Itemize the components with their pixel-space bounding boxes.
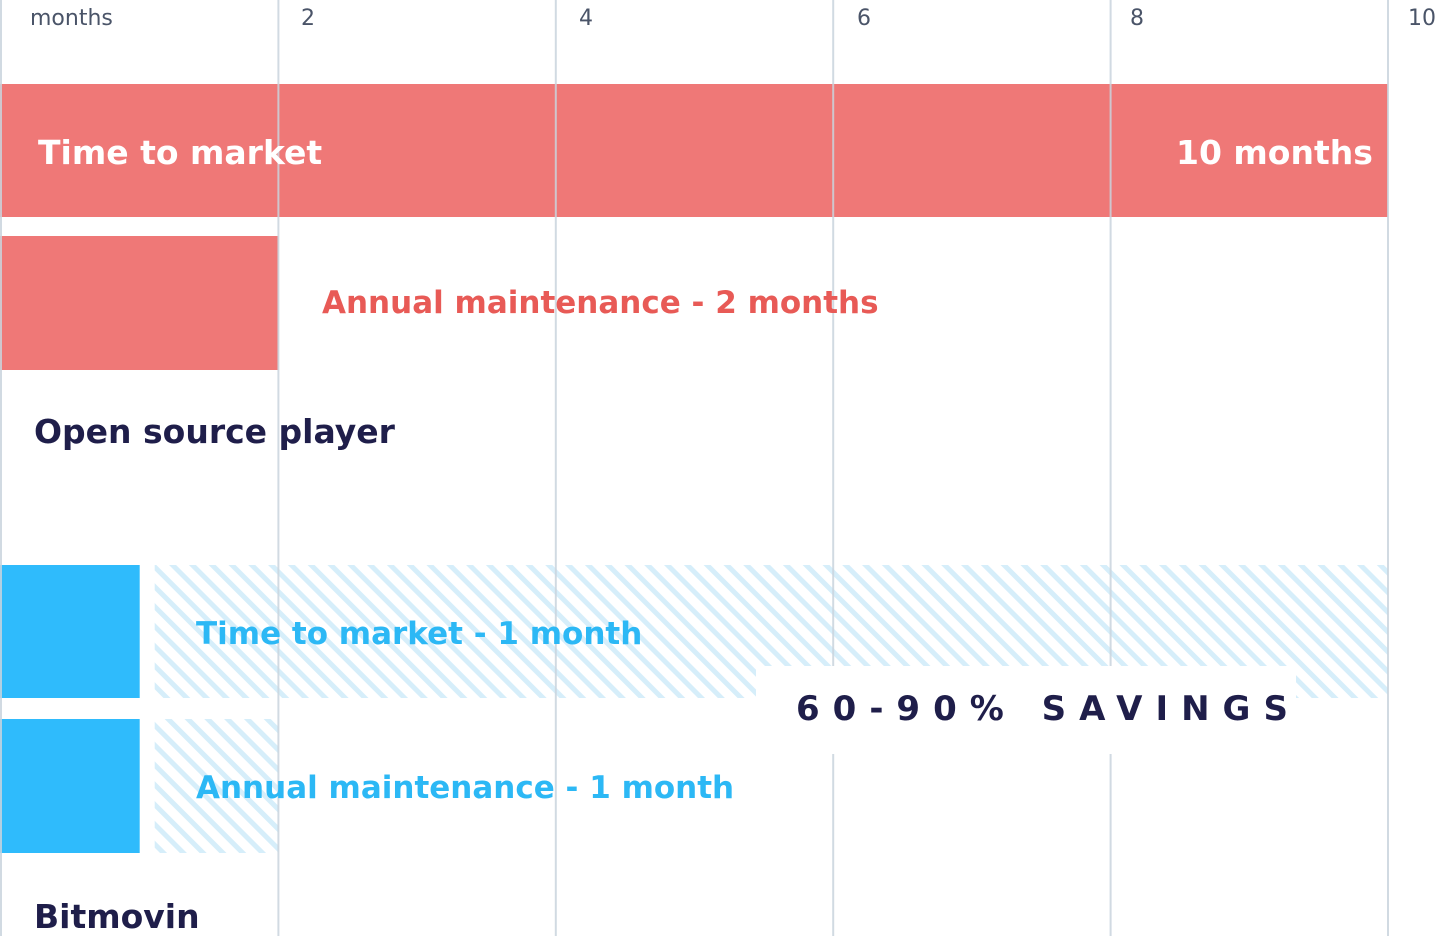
savings-hatch-region: [154, 719, 279, 853]
x-tick-label: 4: [579, 6, 593, 31]
bar: [0, 84, 1388, 217]
bar-label-bitmovin-maintenance: Annual maintenance - 1 month: [196, 770, 735, 806]
x-tick-label: 10: [1408, 6, 1436, 31]
x-axis-unit-label: months: [30, 6, 113, 31]
bar: [0, 236, 279, 370]
x-tick-label: 2: [301, 6, 315, 31]
group-label-bitmovin: Bitmovin: [34, 897, 200, 936]
bar: [0, 719, 140, 853]
bar-label-open-source-time-to-market: Time to market: [38, 133, 323, 172]
x-tick-label: 8: [1130, 6, 1144, 31]
savings-annotation: 60-90% SAVINGS: [796, 689, 1301, 729]
bar-label-open-source-maintenance: Annual maintenance - 2 months: [322, 285, 879, 321]
group-label-open-source: Open source player: [34, 412, 395, 451]
savings-annotation-box: [756, 666, 1296, 754]
bar: [0, 565, 140, 698]
bar-value-label-open-source-time-to-market: 10 months: [1176, 133, 1373, 172]
bar-label-bitmovin-time-to-market: Time to market - 1 month: [196, 616, 643, 652]
x-tick-label: 6: [857, 6, 871, 31]
